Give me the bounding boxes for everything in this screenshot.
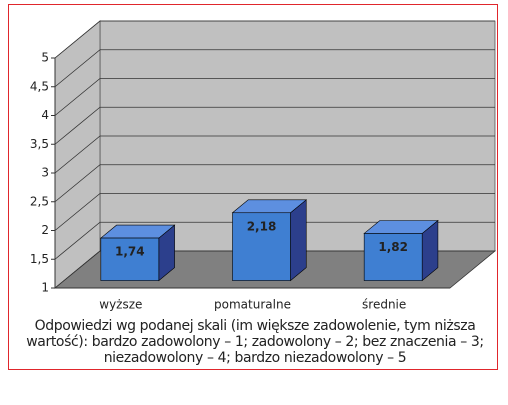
bar-front [363, 233, 423, 281]
value-label: 2,18 [247, 219, 277, 233]
bar [363, 219, 439, 282]
frame [8, 4, 498, 370]
value-label: 1,82 [378, 240, 408, 254]
y-tick-label: 4,5 [30, 79, 49, 93]
caption: Odpowiedzi wg podanej skali (im większe … [26, 318, 484, 366]
grid-line [54, 106, 495, 145]
y-tick-label: 1 [41, 281, 49, 295]
grid-line [54, 250, 495, 289]
y-tick-label: 3 [41, 166, 49, 180]
y-tick-label: 1,5 [30, 252, 49, 266]
y-tick-label: 3,5 [30, 137, 49, 151]
bar [231, 199, 308, 282]
bar-front [100, 237, 160, 281]
grid-line [54, 49, 495, 88]
x-tick-label: wyższe [99, 298, 142, 312]
grid-line [54, 135, 495, 174]
bar [99, 224, 176, 282]
chart: 1 1,5 2 2,5 3 3,5 4 4,5 5 wyższe 1,74 pomaturalne 2,… [30, 20, 497, 312]
grid-line [54, 193, 495, 231]
bar-side [290, 199, 307, 282]
x-tick-label: średnie [362, 298, 406, 312]
value-label: 1,74 [115, 245, 145, 259]
y-tick-label: 2,5 [30, 194, 49, 208]
bar-front [232, 212, 291, 281]
y-tick-label: 5 [41, 51, 49, 65]
grid-line [54, 221, 495, 260]
grid-line [54, 164, 495, 203]
x-tick-label: pomaturalne [214, 298, 291, 312]
grid-line [54, 20, 495, 59]
grid-line [54, 78, 495, 116]
y-tick-label: 2 [41, 223, 49, 237]
y-tick-label: 4 [41, 108, 49, 122]
